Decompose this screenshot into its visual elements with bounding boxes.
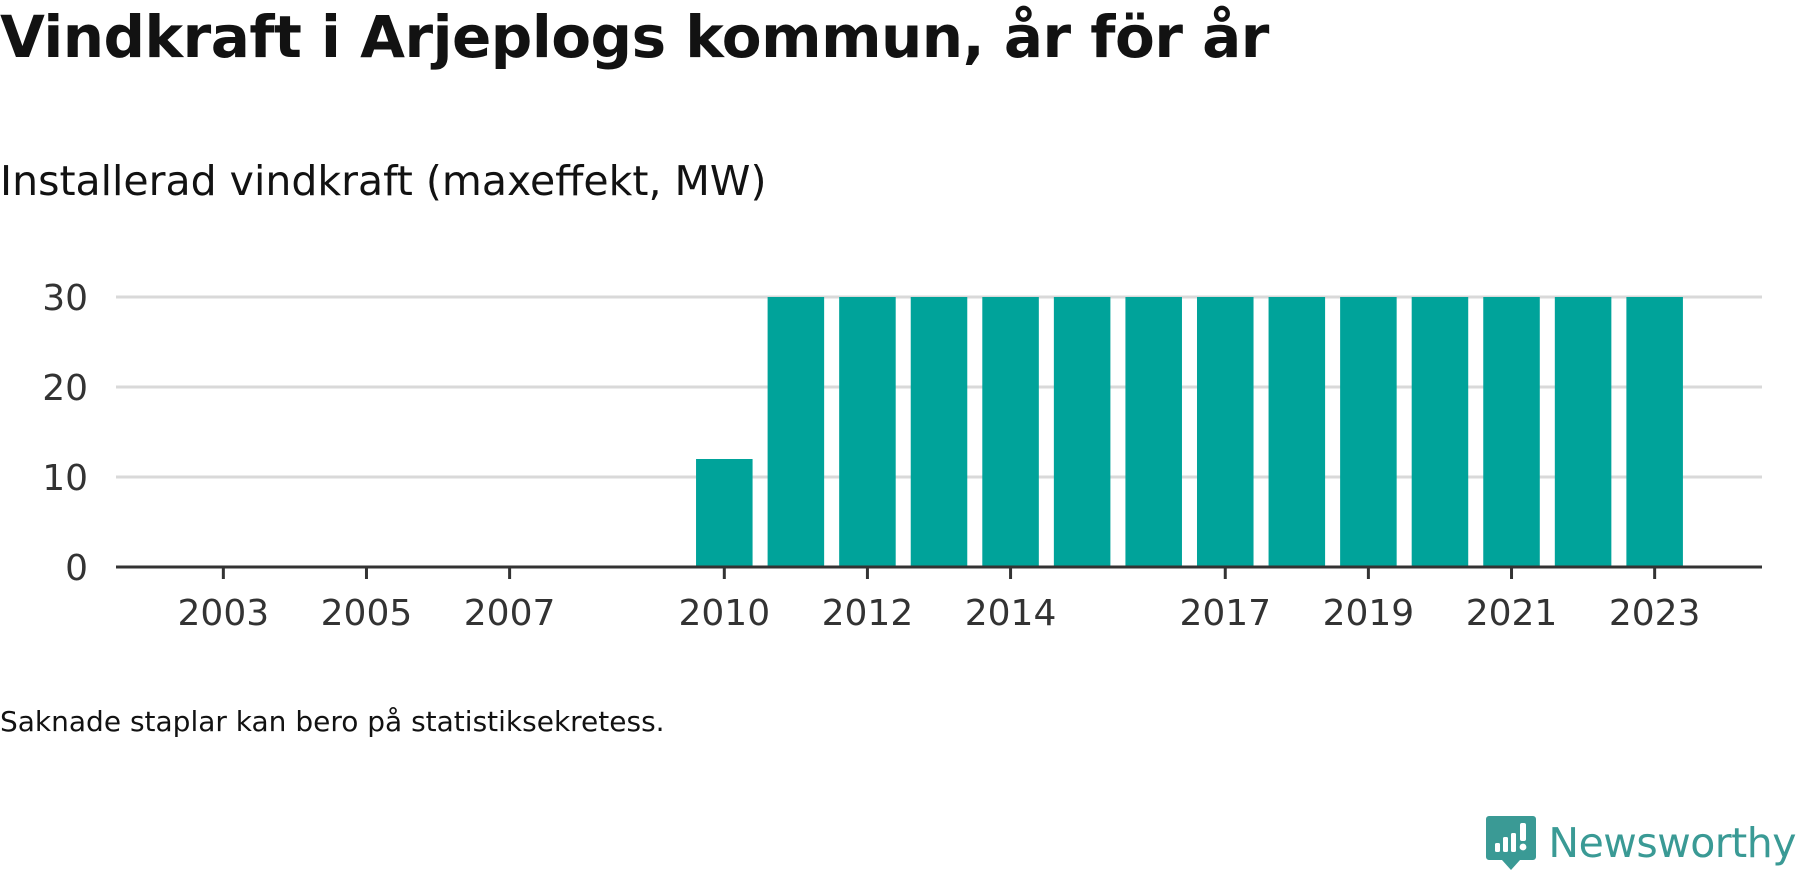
chart-subtitle: Installerad vindkraft (maxeffekt, MW) — [0, 157, 767, 205]
x-tick-label-2003: 2003 — [178, 593, 270, 634]
bar-2013 — [910, 297, 968, 567]
x-tick-label-2010: 2010 — [678, 593, 770, 634]
bar-2015 — [1053, 297, 1111, 567]
bar-2017 — [1196, 297, 1254, 567]
x-tick-label-2023: 2023 — [1609, 593, 1701, 634]
x-tick-label-2021: 2021 — [1466, 593, 1558, 634]
footnote: Saknade staplar kan bero på statistiksek… — [0, 705, 665, 738]
x-tick-label-2012: 2012 — [822, 593, 914, 634]
bar-2019 — [1340, 297, 1397, 567]
bar-2020 — [1411, 297, 1469, 567]
x-tick-label-2019: 2019 — [1323, 593, 1415, 634]
y-tick-label-30: 30 — [42, 278, 88, 319]
newsworthy-logo-icon — [1486, 816, 1537, 870]
bar-series — [696, 297, 1683, 567]
bar-2010 — [696, 459, 753, 567]
x-axis — [116, 565, 1762, 579]
bar-2023 — [1626, 297, 1683, 567]
x-axis-tick-labels: 2003 2005 2007 2010 2012 2014 2017 2019 2021 2023 — [178, 593, 1701, 634]
chart-title: Vindkraft i Arjeplogs kommun, år för år — [0, 3, 1269, 71]
bar-chart: 0 10 20 30 2003 2005 2007 2010 2012 2014 2017 2019… — [42, 278, 1762, 634]
y-tick-label-0: 0 — [65, 548, 88, 589]
bar-2021 — [1483, 297, 1540, 567]
bar-2011 — [767, 297, 825, 567]
x-tick-label-2017: 2017 — [1179, 593, 1271, 634]
bar-2016 — [1125, 297, 1182, 567]
x-tick-label-2007: 2007 — [464, 593, 556, 634]
brand-name: Newsworthy — [1548, 818, 1796, 867]
y-tick-label-10: 10 — [42, 458, 88, 499]
bar-2012 — [839, 297, 896, 567]
x-tick-label-2005: 2005 — [321, 593, 413, 634]
y-axis-tick-labels: 0 10 20 30 — [42, 278, 88, 589]
x-tick-label-2014: 2014 — [965, 593, 1057, 634]
newsworthy-brand: Newsworthy — [1486, 816, 1796, 870]
y-tick-label-20: 20 — [42, 368, 88, 409]
bar-2014 — [982, 297, 1039, 567]
bar-2022 — [1554, 297, 1612, 567]
bar-2018 — [1268, 297, 1326, 567]
